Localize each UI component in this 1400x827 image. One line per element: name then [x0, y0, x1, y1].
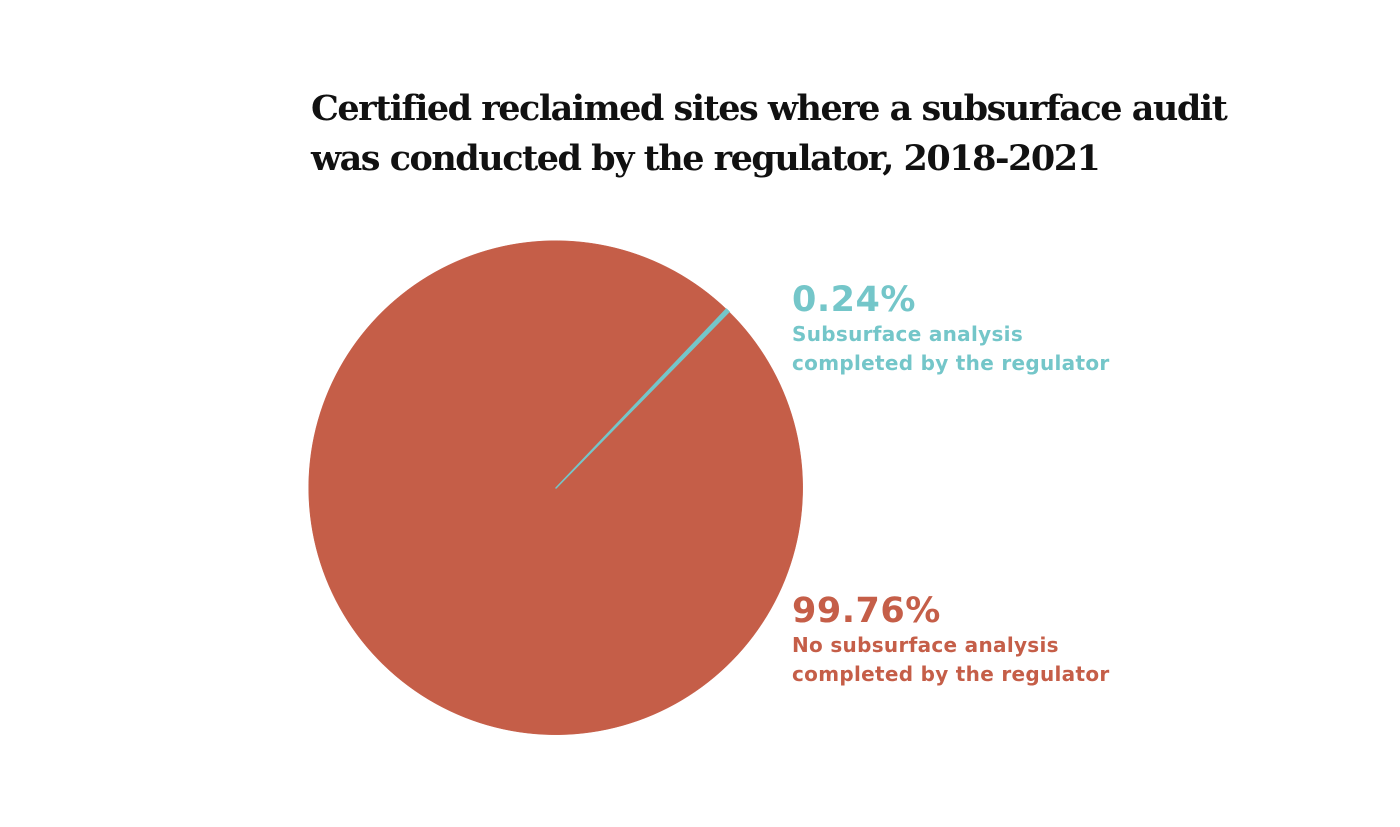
slice-description-line-1: No subsurface analysis	[792, 633, 1059, 657]
chart-title: Certified reclaimed sites where a subsur…	[311, 84, 1228, 184]
slice-label-subsurface: 0.24% Subsurface analysis completed by t…	[792, 280, 1110, 378]
slice-label-no-subsurface: 99.76% No subsurface analysis completed …	[792, 591, 1110, 689]
slice-value-label: 0.24%	[792, 280, 916, 320]
slice-description-line-1: Subsurface analysis	[792, 322, 1024, 346]
pie-slice-0	[555, 308, 730, 489]
slice-description-line-2: completed by the regulator	[792, 351, 1110, 375]
slice-description-line-2: completed by the regulator	[792, 662, 1110, 686]
chart-title-line-1: Certified reclaimed sites where a subsur…	[311, 88, 1228, 129]
chart-title-line-2: was conducted by the regulator, 2018-202…	[311, 138, 1101, 179]
pie-slices	[308, 240, 803, 735]
slice-value-label: 99.76%	[792, 591, 941, 631]
